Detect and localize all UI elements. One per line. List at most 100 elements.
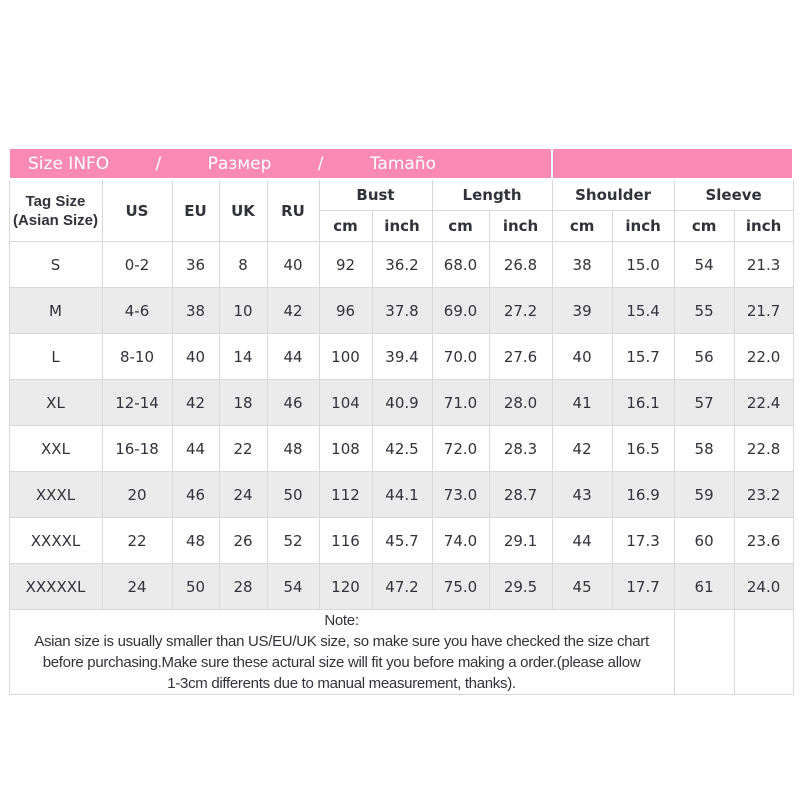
size-chart-table: Size INFO / Размер / Tamaño Tag Size (As… — [7, 147, 795, 695]
measurement-cell: 40 — [266, 241, 320, 288]
measurement-cell: 24 — [101, 563, 173, 610]
table-row: L 8-10 40 14 44 100 39.4 70.0 27.6 40 15.7 56 22.0 — [8, 333, 794, 380]
measurement-cell: 60 — [673, 517, 735, 564]
measurement-cell: 27.6 — [488, 333, 553, 380]
measurement-cell: 28.3 — [488, 425, 553, 472]
tag-size-header: Tag Size (Asian Size) — [8, 178, 103, 242]
measurement-cell: 42.5 — [371, 425, 433, 472]
measurement-cell: 28.0 — [488, 379, 553, 426]
title-tamano: Tamaño — [369, 153, 436, 174]
column-header-us: US — [101, 178, 173, 242]
measurement-cell: 108 — [318, 425, 373, 472]
measurement-cell: 21.3 — [733, 241, 794, 288]
measurement-cell: 73.0 — [431, 471, 490, 518]
measurement-cell: 22.0 — [733, 333, 794, 380]
measurement-cell: 42 — [266, 287, 320, 334]
group-header-length: Length — [431, 178, 553, 211]
measurement-cell: 40 — [551, 333, 613, 380]
group-header-bust: Bust — [318, 178, 433, 211]
measurement-cell: 12-14 — [101, 379, 173, 426]
measurement-cell: 37.8 — [371, 287, 433, 334]
measurement-cell: 58 — [673, 425, 735, 472]
measurement-cell: 27.2 — [488, 287, 553, 334]
measurement-cell: 44 — [551, 517, 613, 564]
table-row: XXXXL 22 48 26 52 116 45.7 74.0 29.1 44 17.3 60 23.6 — [8, 517, 794, 564]
unit-header-cm: cm — [551, 210, 613, 242]
measurement-cell: 41 — [551, 379, 613, 426]
measurement-cell: 100 — [318, 333, 373, 380]
measurement-cell: 15.7 — [611, 333, 675, 380]
measurement-cell: 50 — [171, 563, 220, 610]
measurement-cell: 116 — [318, 517, 373, 564]
unit-header-inch: inch — [733, 210, 794, 242]
measurement-cell: 39.4 — [371, 333, 433, 380]
measurement-cell: 54 — [673, 241, 735, 288]
column-header-ru: RU — [266, 178, 320, 242]
note-empty-cell — [733, 609, 794, 695]
measurement-cell: 75.0 — [431, 563, 490, 610]
table-row: XXL 16-18 44 22 48 108 42.5 72.0 28.3 42 16.5 58 22.… — [8, 425, 794, 472]
measurement-cell: 16.5 — [611, 425, 675, 472]
unit-header-inch: inch — [488, 210, 553, 242]
measurement-cell: 48 — [171, 517, 220, 564]
measurement-cell: 42 — [551, 425, 613, 472]
measurement-cell: 54 — [266, 563, 320, 610]
measurement-cell: 48 — [266, 425, 320, 472]
measurement-cell: 44.1 — [371, 471, 433, 518]
group-header-sleeve: Sleeve — [673, 178, 794, 211]
measurement-cell: 22 — [101, 517, 173, 564]
table-row: XXXXXL 24 50 28 54 120 47.2 75.0 29.5 45 17.7 61 24.… — [8, 563, 794, 610]
note-line: Note: — [324, 612, 359, 629]
size-tag-cell: XXXXXL — [8, 563, 103, 610]
measurement-cell: 29.1 — [488, 517, 553, 564]
measurement-cell: 24 — [218, 471, 268, 518]
measurement-cell: 43 — [551, 471, 613, 518]
group-header-shoulder: Shoulder — [551, 178, 675, 211]
measurement-cell: 24.0 — [733, 563, 794, 610]
note-line: before purchasing.Make sure these actura… — [42, 654, 641, 671]
measurement-cell: 120 — [318, 563, 373, 610]
measurement-cell: 21.7 — [733, 287, 794, 334]
measurement-cell: 17.3 — [611, 517, 675, 564]
measurement-cell: 14 — [218, 333, 268, 380]
size-table-body: S 0-2 36 8 40 92 36.2 68.0 26.8 38 15.0 54 21.3 M 4-6 3… — [8, 241, 794, 610]
unit-header-inch: inch — [611, 210, 675, 242]
measurement-cell: 71.0 — [431, 379, 490, 426]
measurement-cell: 68.0 — [431, 241, 490, 288]
unit-header-cm: cm — [431, 210, 490, 242]
measurement-cell: 57 — [673, 379, 735, 426]
size-tag-cell: XL — [8, 379, 103, 426]
measurement-cell: 42 — [171, 379, 220, 426]
note-line: 1-3cm differents due to manual measureme… — [167, 675, 516, 692]
measurement-cell: 46 — [266, 379, 320, 426]
title-razmer: Размер — [207, 153, 272, 174]
title-row: Size INFO / Размер / Tamaño — [7, 147, 795, 180]
measurement-cell: 46 — [171, 471, 220, 518]
measurement-cell: 26.8 — [488, 241, 553, 288]
measurement-cell: 70.0 — [431, 333, 490, 380]
measurement-cell: 4-6 — [101, 287, 173, 334]
measurement-cell: 16.1 — [611, 379, 675, 426]
measurement-cell: 44 — [171, 425, 220, 472]
measurement-cell: 22.4 — [733, 379, 794, 426]
measurement-cell: 44 — [266, 333, 320, 380]
size-tag-cell: S — [8, 241, 103, 288]
measurement-cell: 104 — [318, 379, 373, 426]
measurement-cell: 59 — [673, 471, 735, 518]
size-tag-cell: L — [8, 333, 103, 380]
table-row: M 4-6 38 10 42 96 37.8 69.0 27.2 39 15.4 55 21.7 — [8, 287, 794, 334]
measurement-cell: 52 — [266, 517, 320, 564]
measurement-cell: 22 — [218, 425, 268, 472]
title-size-info: Size INFO — [28, 153, 110, 174]
note-line: Asian size is usually smaller than US/EU… — [34, 633, 649, 650]
measurement-cell: 40.9 — [371, 379, 433, 426]
size-tag-cell: XXXXL — [8, 517, 103, 564]
measurement-cell: 16-18 — [101, 425, 173, 472]
tag-size-line2: (Asian Size) — [12, 211, 99, 229]
measurement-cell: 22.8 — [733, 425, 794, 472]
measurement-cell: 20 — [101, 471, 173, 518]
measurement-cell: 15.4 — [611, 287, 675, 334]
size-tag-cell: XXL — [8, 425, 103, 472]
column-header-uk: UK — [218, 178, 268, 242]
unit-header-inch: inch — [371, 210, 433, 242]
